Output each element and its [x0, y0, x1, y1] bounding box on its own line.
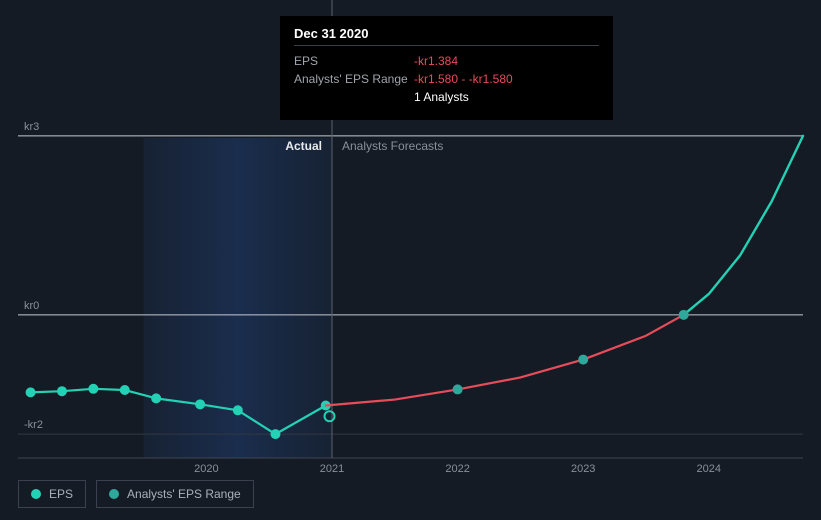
- marker-analyst_range_markers[interactable]: [453, 384, 463, 394]
- tooltip-rows: EPS-kr1.384Analysts' EPS Range-kr1.580 -…: [294, 52, 599, 106]
- marker-eps_actual[interactable]: [270, 429, 280, 439]
- y-tick-label: -kr2: [24, 419, 43, 431]
- legend-label: Analysts' EPS Range: [127, 487, 241, 501]
- tooltip-title: Dec 31 2020: [294, 26, 599, 41]
- tooltip-divider: [294, 45, 599, 46]
- y-tick-label: kr0: [24, 300, 39, 312]
- chart-legend: EPS Analysts' EPS Range: [18, 480, 254, 508]
- legend-item-range[interactable]: Analysts' EPS Range: [96, 480, 254, 508]
- marker-eps_actual[interactable]: [233, 405, 243, 415]
- legend-item-eps[interactable]: EPS: [18, 480, 86, 508]
- series-eps_forecast_neg: [326, 315, 684, 406]
- x-tick-label: 2022: [445, 463, 469, 475]
- legend-dot-icon: [31, 489, 41, 499]
- tooltip-row: 1 Analysts: [294, 88, 599, 106]
- label-actual: Actual: [285, 139, 322, 153]
- marker-eps_actual[interactable]: [26, 387, 36, 397]
- eps-chart: -kr2 kr0 kr3 2020 2021 2022 2023 2024 Actual Anal…: [0, 0, 821, 520]
- marker-eps_actual[interactable]: [151, 393, 161, 403]
- tooltip-row-value: -kr1.384: [414, 52, 458, 70]
- marker-analyst_range_markers[interactable]: [578, 355, 588, 365]
- tooltip-row-label: [294, 88, 414, 106]
- tooltip-row-label: Analysts' EPS Range: [294, 70, 414, 88]
- marker-eps_actual[interactable]: [88, 384, 98, 394]
- y-tick-label: kr3: [24, 121, 39, 133]
- chart-tooltip: Dec 31 2020 EPS-kr1.384Analysts' EPS Ran…: [280, 16, 613, 120]
- marker-eps_actual[interactable]: [195, 399, 205, 409]
- marker-eps_actual[interactable]: [120, 385, 130, 395]
- tooltip-row: Analysts' EPS Range-kr1.580 - -kr1.580: [294, 70, 599, 88]
- marker-eps_actual[interactable]: [57, 386, 67, 396]
- x-tick-label: 2024: [697, 463, 721, 475]
- legend-dot-icon: [109, 489, 119, 499]
- x-tick-label: 2021: [320, 463, 344, 475]
- tooltip-row: EPS-kr1.384: [294, 52, 599, 70]
- x-tick-label: 2023: [571, 463, 595, 475]
- marker-analyst_range_markers[interactable]: [679, 310, 689, 320]
- x-tick-label: 2020: [194, 463, 218, 475]
- tooltip-row-label: EPS: [294, 52, 414, 70]
- tooltip-row-value: -kr1.580 - -kr1.580: [414, 70, 513, 88]
- tooltip-row-value: 1 Analysts: [414, 88, 469, 106]
- label-forecast: Analysts Forecasts: [342, 139, 443, 153]
- series-eps_forecast_pos: [684, 136, 803, 315]
- legend-label: EPS: [49, 487, 73, 501]
